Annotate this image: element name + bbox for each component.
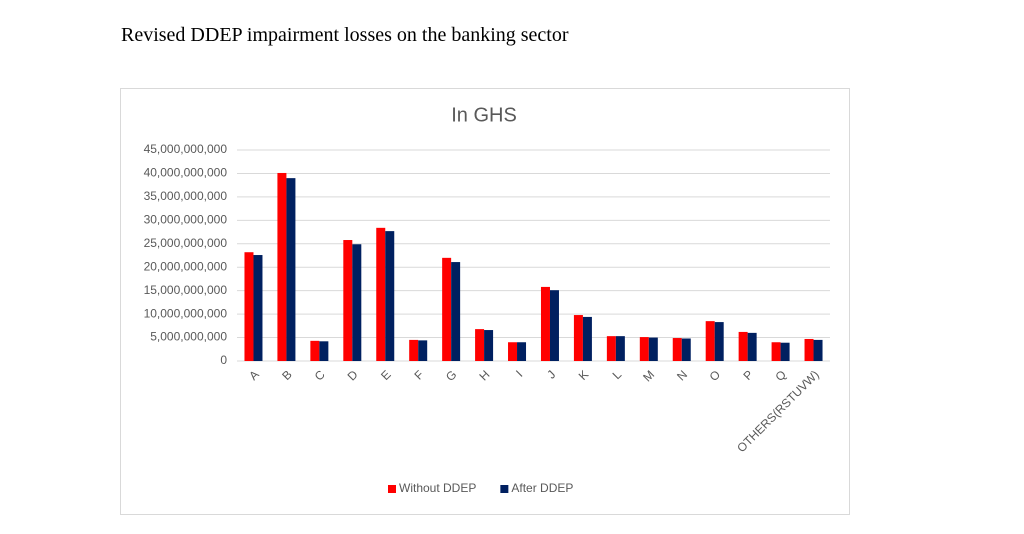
bar <box>615 336 625 361</box>
bar <box>606 336 616 361</box>
bar <box>286 178 296 361</box>
bar <box>310 340 320 361</box>
bar <box>253 255 263 361</box>
bar <box>343 240 353 361</box>
bar <box>705 321 715 361</box>
y-tick-label: 30,000,000,000 <box>144 213 228 227</box>
legend-swatch <box>500 485 509 493</box>
bar <box>385 231 395 361</box>
bar <box>648 337 658 361</box>
y-tick-label: 0 <box>220 353 227 367</box>
bar <box>418 340 428 361</box>
bar <box>738 331 748 361</box>
y-tick-label: 25,000,000,000 <box>144 236 228 250</box>
bar <box>582 316 592 361</box>
bar <box>780 342 790 361</box>
chart-frame <box>120 88 850 515</box>
bar <box>517 342 527 361</box>
bar <box>747 332 757 361</box>
bar <box>804 338 814 361</box>
bar <box>442 257 452 361</box>
bar <box>672 338 682 361</box>
bar <box>639 337 649 361</box>
bar <box>813 339 823 361</box>
legend-label: After DDEP <box>511 481 573 495</box>
y-tick-label: 45,000,000,000 <box>144 142 228 156</box>
y-tick-label: 15,000,000,000 <box>144 283 228 297</box>
bar <box>540 286 550 361</box>
bar <box>409 339 419 361</box>
y-tick-label: 40,000,000,000 <box>144 166 228 180</box>
bar <box>475 329 485 361</box>
bar <box>376 227 386 361</box>
y-tick-label: 35,000,000,000 <box>144 189 228 203</box>
bar <box>549 290 559 361</box>
y-tick-label: 5,000,000,000 <box>150 330 227 344</box>
heading: Revised DDEP impairment losses on the ba… <box>121 24 569 46</box>
bar <box>714 322 724 361</box>
bar <box>508 342 518 361</box>
bar <box>573 315 583 361</box>
bar <box>277 172 287 361</box>
bar <box>771 342 781 361</box>
legend-label: Without DDEP <box>399 481 476 495</box>
y-tick-label: 10,000,000,000 <box>144 306 228 320</box>
bar <box>681 338 691 361</box>
bar <box>451 262 461 361</box>
y-tick-label: 20,000,000,000 <box>144 259 228 273</box>
bar <box>484 330 494 361</box>
chart-title: In GHS <box>451 104 517 126</box>
bar <box>319 341 329 361</box>
bar <box>244 252 254 361</box>
bar <box>352 244 362 361</box>
legend-swatch <box>388 485 396 493</box>
